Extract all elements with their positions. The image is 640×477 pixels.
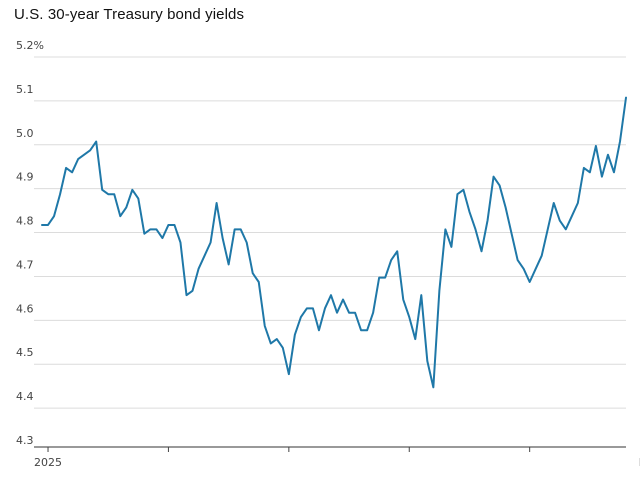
y-tick-label: 4.5 <box>16 346 34 359</box>
x-axis <box>34 446 626 452</box>
x-tick-labels: 2025 May <box>34 456 640 469</box>
y-tick-label: 4.8 <box>16 215 34 228</box>
y-tick-label: 4.4 <box>16 390 34 403</box>
x-tick-label: May <box>639 456 640 469</box>
y-tick-label: 5.2% <box>16 39 44 52</box>
y-tick-label: 4.9 <box>16 171 34 184</box>
series-layer <box>41 96 627 389</box>
x-tick-label: 2025 <box>34 456 62 469</box>
y-tick-labels: 4.3 4.4 4.5 4.6 4.7 4.8 4.9 5.0 5.1 5.2% <box>16 39 44 447</box>
y-tick-label: 4.3 <box>16 434 34 447</box>
chart-title: U.S. 30-year Treasury bond yields <box>14 6 245 23</box>
yield-series-line <box>41 96 627 389</box>
y-tick-label: 4.6 <box>16 302 34 315</box>
y-tick-label: 5.0 <box>16 127 34 140</box>
gridlines <box>34 56 626 409</box>
y-tick-label: 5.1 <box>16 83 34 96</box>
y-tick-label: 4.7 <box>16 258 34 271</box>
